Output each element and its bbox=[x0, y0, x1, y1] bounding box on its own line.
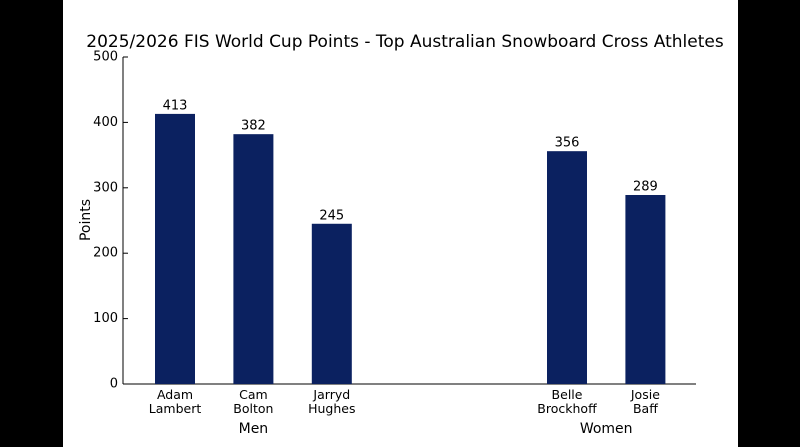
value-label: 356 bbox=[555, 136, 580, 151]
value-label: 413 bbox=[163, 98, 188, 113]
x-tick-label: Adam Lambert bbox=[148, 387, 202, 416]
y-tick-label: 500 bbox=[93, 50, 118, 65]
value-label: 382 bbox=[241, 119, 266, 134]
value-label: 245 bbox=[319, 208, 344, 223]
chart-title: 2025/2026 FIS World Cup Points - Top Aus… bbox=[86, 32, 724, 52]
bar bbox=[625, 194, 666, 384]
x-tick-label: Belle Brockhoff bbox=[537, 387, 597, 416]
y-tick-label: 300 bbox=[93, 180, 118, 195]
group-label: Women bbox=[580, 421, 633, 437]
bar bbox=[547, 151, 587, 384]
bar bbox=[155, 113, 195, 384]
y-tick-label: 100 bbox=[93, 311, 118, 326]
y-tick-label: 400 bbox=[93, 115, 118, 130]
bar bbox=[311, 223, 352, 384]
x-tick-label: Josie Baff bbox=[630, 387, 660, 416]
x-tick-label: Jarryd Hughes bbox=[308, 387, 356, 416]
y-tick-label: 0 bbox=[110, 377, 118, 392]
x-tick-label: Cam Bolton bbox=[233, 387, 274, 416]
group-label: Men bbox=[239, 421, 269, 437]
value-label: 289 bbox=[633, 179, 658, 194]
bar bbox=[233, 134, 274, 384]
y-tick-label: 200 bbox=[93, 246, 118, 261]
y-axis-label: Points bbox=[78, 199, 94, 241]
